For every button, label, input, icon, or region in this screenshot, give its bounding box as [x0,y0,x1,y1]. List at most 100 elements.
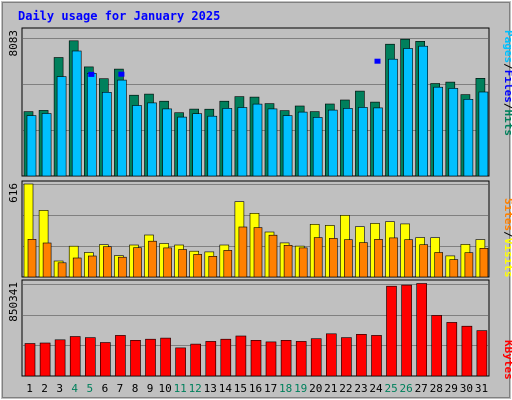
x-tick-label: 26 [399,382,412,395]
files-bar [162,108,172,177]
sites-bar [133,247,142,278]
kbytes-bar [431,315,443,377]
sites-bar [389,237,398,278]
pages-legend: Pages [502,30,512,63]
sites-bar [359,242,368,278]
x-tick-label: 9 [147,382,154,395]
kbytes-bar [265,341,277,377]
x-tick-label: 4 [71,382,78,395]
x-tick-label: 8 [132,382,139,395]
sites-bar [344,239,353,278]
sites-bar [434,252,444,278]
visits-legend: Visits [502,238,512,278]
visits-right-label: Sites/Visits [502,198,512,278]
sites-bar [27,239,37,278]
x-tick-label: 30 [460,382,473,395]
x-axis-labels: 1 2 3 4 5 6 7 8 9 10 11 12 13 14 15 16 17 18 19 20 21 22 23 24 2… [26,382,488,395]
sites-bar [449,259,459,278]
files-bar [403,48,413,177]
files-bar [312,117,323,177]
files-bar [56,76,67,177]
kbytes-bar [371,335,382,377]
sites-bar [72,257,82,278]
files-bar [267,108,278,177]
kbytes-bar [295,341,307,377]
sites-bar [253,227,263,278]
x-tick-label: 16 [249,382,262,395]
kbytes-bar [69,336,81,377]
files-bar [297,111,308,177]
sites-bar [148,240,157,278]
files-bar [41,113,52,177]
x-tick-label: 12 [189,382,202,395]
files-bar [132,105,142,177]
sites-bar [208,255,218,278]
chart-title: Daily usage for January 2025 [18,9,220,23]
kbytes-bar [386,285,397,377]
files-bar [102,92,112,177]
kbytes-bar [280,339,292,377]
kbytes-bar [325,333,337,377]
sites-bar [88,255,97,278]
sites-bar [464,252,474,278]
x-tick-label: 18 [279,382,292,395]
files-bar [358,107,368,177]
files-bar [327,109,338,177]
x-tick-label: 3 [56,382,63,395]
x-tick-label: 11 [174,382,187,395]
kbytes-bar [54,339,66,377]
files-bar [117,79,127,177]
x-tick-label: 15 [234,382,247,395]
legend-slash: / [502,231,512,238]
sites-bar [118,256,127,278]
x-tick-label: 19 [294,382,307,395]
x-tick-label: 23 [354,382,367,395]
hits-y-max-label: 8083 [7,30,20,57]
files-bar [177,116,187,177]
kbytes-bar [446,322,458,377]
x-tick-label: 29 [445,382,458,395]
sites-bar [193,254,202,278]
files-bar [87,73,97,177]
sites-bar [57,262,67,278]
sites-legend: Sites [502,198,512,231]
kbytes-bar [130,339,141,377]
pages-bar [118,71,125,77]
files-bar [343,108,353,177]
x-tick-label: 31 [475,382,488,395]
kbytes-bar [205,341,217,377]
x-tick-label: 21 [324,382,337,395]
kbytes-bar [39,342,51,377]
x-tick-label: 10 [158,382,171,395]
files-legend: Files [502,70,512,103]
files-bar [147,102,157,177]
kbytes-bar [145,338,156,377]
files-bar [26,115,37,177]
files-bar [282,115,293,177]
files-bar [448,88,459,177]
sites-bar [238,226,248,278]
files-bar [388,58,398,177]
sites-bar [178,249,187,278]
x-tick-label: 2 [41,382,48,395]
x-tick-label: 1 [26,382,33,395]
kbytes-bar [250,339,262,377]
sites-bar [404,239,413,278]
files-bar [252,103,263,177]
files-bar [418,45,429,177]
kbytes-bar [160,337,171,377]
kbytes-bar [85,337,96,377]
kbytes-bar [175,347,186,377]
visits-y-max-label: 616 [7,183,20,203]
kbytes-bar [341,337,352,377]
pages-bar [374,58,381,64]
kbytes-y-max-label: 850341 [7,282,20,322]
kbytes-bar [476,330,488,377]
sites-bar [268,234,278,278]
x-tick-label: 28 [430,382,443,395]
sites-bar [298,247,308,278]
kbytes-bar [461,325,473,377]
bars [23,38,489,377]
